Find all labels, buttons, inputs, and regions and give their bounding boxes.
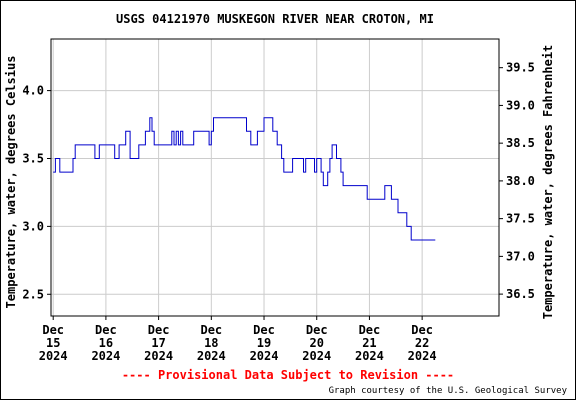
x-tick-label: 2024 [197,349,226,363]
y-axis-label-fahrenheit: Temperature, water, degrees Fahrenheit [541,45,555,320]
y-tick-label-celsius: 2.5 [22,287,44,301]
x-tick-label: 2024 [408,349,437,363]
x-tick-label: 2024 [302,349,331,363]
x-tick-label: 17 [151,336,165,350]
x-tick-label: 15 [46,336,60,350]
x-tick-label: Dec [42,323,64,337]
y-axis-label-celsius: Temperature, water, degrees Celsius [4,56,18,309]
x-tick-label: Dec [411,323,433,337]
x-tick-label: 2024 [144,349,173,363]
y-tick-label-fahrenheit: 36.5 [506,287,535,301]
y-tick-label-fahrenheit: 39.0 [506,98,535,112]
axis-ticks [47,67,503,320]
chart-title: USGS 04121970 MUSKEGON RIVER NEAR CROTON… [116,12,434,26]
x-tick-label: 20 [309,336,323,350]
y-tick-label-fahrenheit: 38.5 [506,136,535,150]
x-tick-label: Dec [95,323,117,337]
x-tick-label: 22 [415,336,429,350]
x-tick-label: 2024 [39,349,68,363]
x-tick-label: Dec [200,323,222,337]
y-tick-label-celsius: 3.5 [22,151,44,165]
x-tick-label: 19 [257,336,271,350]
x-tick-label: 16 [99,336,113,350]
tick-labels: Dec152024Dec162024Dec172024Dec182024Dec1… [22,61,535,363]
plot-area [50,38,500,317]
usgs-credit: Graph courtesy of the U.S. Geological Su… [329,386,568,396]
y-tick-label-fahrenheit: 38.0 [506,174,535,188]
grid-lines [51,39,499,316]
x-tick-label: 2024 [91,349,120,363]
provisional-data-notice: ---- Provisional Data Subject to Revisio… [122,368,454,382]
x-tick-label: 2024 [355,349,384,363]
x-tick-label: Dec [306,323,328,337]
water-temperature-line [53,117,436,241]
y-tick-label-celsius: 3.0 [22,219,44,233]
y-tick-label-celsius: 4.0 [22,84,44,98]
x-tick-label: 21 [362,336,376,350]
x-tick-label: 2024 [250,349,279,363]
x-tick-label: Dec [359,323,381,337]
y-tick-label-fahrenheit: 37.5 [506,212,535,226]
x-tick-label: Dec [148,323,170,337]
x-tick-label: Dec [253,323,275,337]
y-tick-label-fahrenheit: 37.0 [506,249,535,263]
y-tick-label-fahrenheit: 39.5 [506,61,535,75]
x-tick-label: 18 [204,336,218,350]
